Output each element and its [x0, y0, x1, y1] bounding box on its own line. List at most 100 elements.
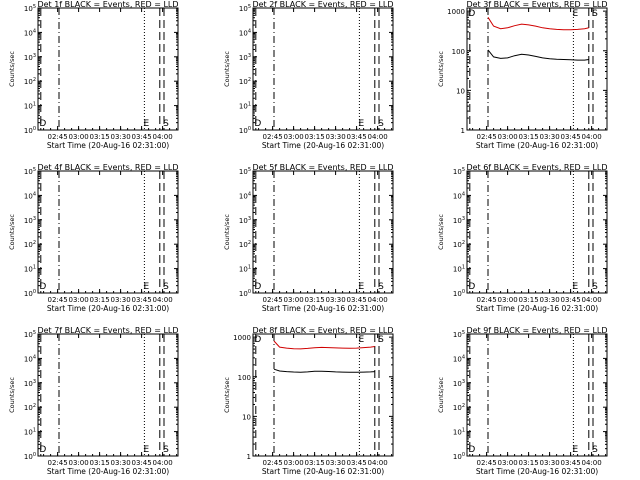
event-marker-label: S — [163, 445, 169, 455]
y-tick-label: 104 — [24, 354, 36, 363]
x-tick-label: 03:15 — [305, 459, 325, 467]
y-tick-label: 100 — [453, 289, 465, 298]
event-marker-label: E — [144, 445, 150, 455]
x-tick-label: 03:30 — [540, 459, 560, 467]
y-tick-label: 103 — [239, 216, 251, 225]
y-tick-label: 100 — [24, 289, 36, 298]
x-tick-label: 02:45 — [48, 459, 68, 467]
x-axis-label: Start Time (20-Aug-16 02:31:00) — [476, 304, 598, 313]
event-marker-label: S — [163, 282, 169, 292]
x-tick-label: 03:00 — [284, 133, 304, 141]
panel-det-1: Det 1f BLACK = Events, RED = LLD Counts/s… — [8, 0, 179, 150]
y-tick-label: 104 — [239, 191, 251, 200]
x-tick-label: 03:30 — [111, 133, 131, 141]
x-tick-label: 03:00 — [284, 296, 304, 304]
y-axis-label: Counts/sec — [223, 214, 231, 250]
y-tick-label: 1000 — [447, 8, 465, 16]
x-tick-label: 03:00 — [498, 133, 518, 141]
x-tick-label: 02:45 — [263, 459, 283, 467]
plot-frame — [466, 7, 608, 131]
y-tick-label: 101 — [24, 428, 36, 437]
event-marker-label: S — [378, 282, 384, 292]
x-tick-label: 03:30 — [326, 296, 346, 304]
panel-det-3: Det 3f BLACK = Events, RED = LLD Counts/s… — [437, 0, 608, 150]
event-marker-label: E — [144, 282, 150, 292]
event-marker-label: E — [359, 282, 365, 292]
y-tick-label: 101 — [239, 102, 251, 111]
y-axis-label: Counts/sec — [223, 377, 231, 413]
x-tick-label: 03:30 — [540, 296, 560, 304]
x-tick-label: 03:00 — [498, 296, 518, 304]
event-marker-label: D — [468, 9, 475, 19]
x-tick-label: 03:15 — [90, 133, 110, 141]
x-tick-label: 03:00 — [498, 459, 518, 467]
x-tick-label: 04:00 — [582, 459, 602, 467]
x-tick-label: 03:45 — [561, 296, 581, 304]
x-tick-label: 03:15 — [305, 133, 325, 141]
y-tick-label: 103 — [24, 216, 36, 225]
x-tick-label: 03:45 — [347, 133, 367, 141]
x-axis-label: Start Time (20-Aug-16 02:31:00) — [47, 141, 169, 150]
event-marker-label: D — [254, 119, 261, 129]
y-axis-label: Counts/sec — [437, 377, 445, 413]
x-tick-label: 03:15 — [519, 133, 539, 141]
x-tick-label: 03:00 — [69, 296, 89, 304]
y-tick-label: 102 — [24, 403, 36, 412]
x-tick-label: 03:30 — [111, 459, 131, 467]
panel-det-4: Det 4f BLACK = Events, RED = LLD Counts/s… — [8, 163, 179, 313]
y-tick-label: 101 — [24, 102, 36, 111]
plot-frame — [252, 333, 394, 457]
y-tick-label: 105 — [24, 330, 36, 339]
panel-title: Det 9f BLACK = Events, RED = LLD — [466, 326, 607, 335]
x-tick-label: 03:15 — [305, 296, 325, 304]
y-axis-label: Counts/sec — [8, 51, 16, 87]
x-axis-label: Start Time (20-Aug-16 02:31:00) — [476, 467, 598, 476]
y-tick-label: 100 — [452, 48, 465, 56]
x-tick-label: 04:00 — [153, 459, 173, 467]
y-tick-label: 103 — [239, 53, 251, 62]
y-tick-label: 104 — [453, 354, 465, 363]
x-tick-label: 03:45 — [561, 459, 581, 467]
x-axis-label: Start Time (20-Aug-16 02:31:00) — [262, 304, 384, 313]
event-marker-label: E — [573, 9, 579, 19]
x-tick-label: 04:00 — [368, 133, 388, 141]
panel-title: Det 5f BLACK = Events, RED = LLD — [252, 163, 393, 172]
panel-title: Det 8f BLACK = Events, RED = LLD — [252, 326, 393, 335]
y-tick-label: 10 — [242, 413, 251, 421]
panel-det-6: Det 6f BLACK = Events, RED = LLD Counts/s… — [437, 163, 608, 313]
y-axis-label: Counts/sec — [8, 214, 16, 250]
y-tick-label: 104 — [24, 28, 36, 37]
event-marker-label: D — [468, 282, 475, 292]
plot-frame — [37, 170, 179, 294]
y-tick-label: 101 — [24, 265, 36, 274]
y-tick-label: 102 — [453, 403, 465, 412]
plot-frame — [466, 170, 608, 294]
event-marker-label: D — [39, 282, 46, 292]
x-tick-label: 03:45 — [132, 296, 152, 304]
y-tick-label: 1000 — [233, 334, 251, 342]
x-tick-label: 02:45 — [263, 296, 283, 304]
y-tick-label: 10 — [456, 87, 465, 95]
y-tick-label: 105 — [453, 167, 465, 176]
y-tick-label: 103 — [453, 379, 465, 388]
panel-title: Det 2f BLACK = Events, RED = LLD — [252, 0, 393, 9]
y-tick-label: 105 — [24, 4, 36, 13]
x-tick-label: 03:45 — [347, 459, 367, 467]
x-tick-label: 02:45 — [48, 296, 68, 304]
y-tick-label: 1 — [247, 453, 251, 461]
x-tick-label: 03:45 — [132, 459, 152, 467]
panel-det-7: Det 7f BLACK = Events, RED = LLD Counts/s… — [8, 326, 179, 476]
y-axis-label: Counts/sec — [437, 214, 445, 250]
y-tick-label: 103 — [24, 379, 36, 388]
x-axis-label: Start Time (20-Aug-16 02:31:00) — [47, 467, 169, 476]
x-tick-label: 03:45 — [347, 296, 367, 304]
x-tick-label: 03:00 — [69, 133, 89, 141]
y-tick-label: 105 — [453, 330, 465, 339]
y-tick-label: 101 — [239, 265, 251, 274]
x-tick-label: 03:15 — [519, 296, 539, 304]
x-tick-label: 03:45 — [132, 133, 152, 141]
event-marker-label: D — [39, 119, 46, 129]
y-tick-label: 105 — [239, 167, 251, 176]
event-marker-label: E — [359, 335, 365, 345]
